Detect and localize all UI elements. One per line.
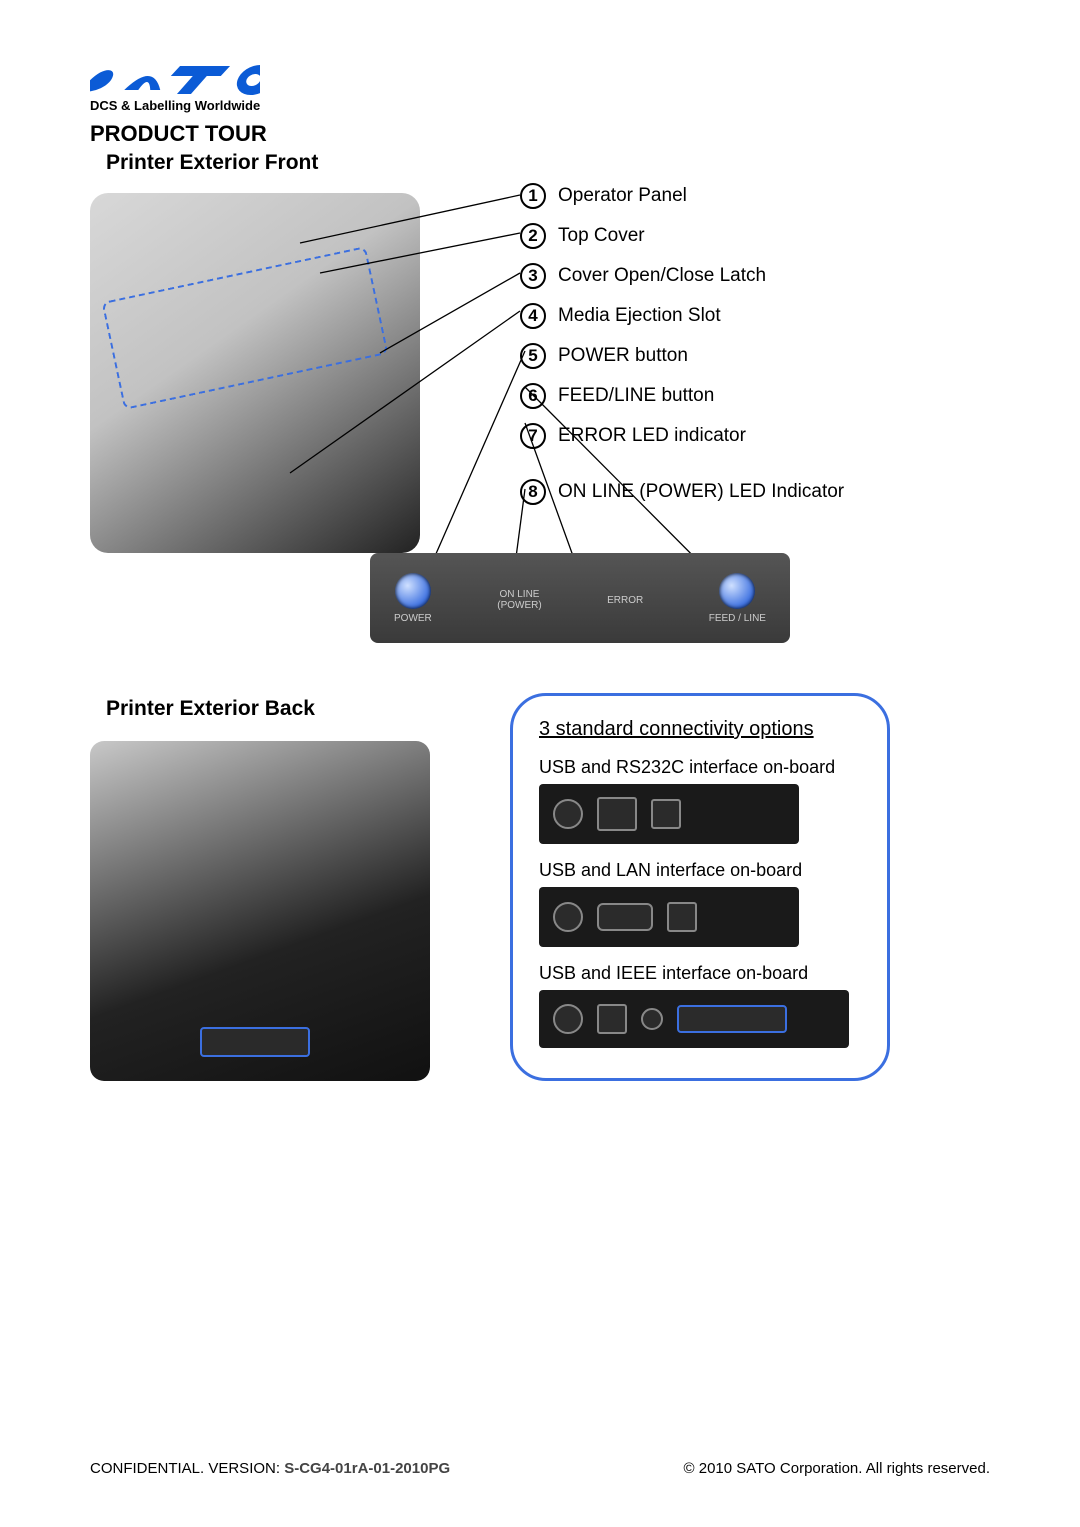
callout-num: 1 — [520, 183, 546, 209]
op-label: FEED / LINE — [709, 613, 766, 624]
callout-1: 1 Operator Panel — [520, 183, 844, 209]
callout-label: FEED/LINE button — [558, 385, 714, 407]
callout-label: ON LINE (POWER) LED Indicator — [558, 481, 844, 503]
connectivity-option-label: USB and IEEE interface on-board — [539, 963, 861, 984]
connectivity-option-image-2 — [539, 887, 799, 947]
page-footer: CONFIDENTIAL. VERSION: S-CG4-01rA-01-201… — [90, 1460, 990, 1477]
footer-copyright: © 2010 SATO Corporation. All rights rese… — [684, 1460, 990, 1477]
heading-back: Printer Exterior Back — [106, 697, 470, 721]
connectivity-option-label: USB and LAN interface on-board — [539, 860, 861, 881]
sato-logo-icon — [90, 60, 260, 100]
op-label: ON LINE (POWER) — [497, 589, 541, 611]
callout-label: Operator Panel — [558, 185, 687, 207]
callout-num: 8 — [520, 479, 546, 505]
power-port-icon — [553, 902, 583, 932]
callout-num: 7 — [520, 423, 546, 449]
power-port-icon — [553, 799, 583, 829]
operator-panel-highlight — [102, 246, 389, 410]
power-led-icon — [395, 573, 431, 609]
callout-2: 2 Top Cover — [520, 223, 844, 249]
callout-list: 1 Operator Panel 2 Top Cover 3 Cover Ope… — [520, 183, 844, 519]
callout-3: 3 Cover Open/Close Latch — [520, 263, 844, 289]
callout-5: 5 POWER button — [520, 343, 844, 369]
callout-8: 8 ON LINE (POWER) LED Indicator — [520, 479, 844, 505]
usb-port-icon — [597, 1004, 627, 1034]
callout-label: POWER button — [558, 345, 688, 367]
callout-num: 3 — [520, 263, 546, 289]
callout-4: 4 Media Ejection Slot — [520, 303, 844, 329]
footer-confidential: CONFIDENTIAL. VERSION: — [90, 1460, 284, 1477]
op-power: POWER — [394, 573, 432, 624]
ieee-port-icon — [677, 1005, 787, 1033]
feed-led-icon — [719, 573, 755, 609]
logo-tagline: DCS & Labelling Worldwide — [90, 98, 990, 113]
callout-label: ERROR LED indicator — [558, 425, 746, 447]
heading-product-tour: PRODUCT TOUR — [90, 121, 990, 147]
rj45-port-icon — [597, 797, 637, 831]
printer-front-image — [90, 193, 420, 553]
op-label: ERROR — [607, 595, 643, 606]
connectivity-option-image-1 — [539, 784, 799, 844]
connectivity-option-image-3 — [539, 990, 849, 1048]
operator-panel-image: POWER ON LINE (POWER) ERROR FEED / LINE — [370, 553, 790, 643]
callout-7: 7 ERROR LED indicator — [520, 423, 844, 449]
op-online: ON LINE (POWER) — [497, 585, 541, 611]
connectivity-title: 3 standard connectivity options — [539, 718, 861, 741]
printer-back-image — [90, 741, 430, 1081]
aux-port-icon — [641, 1008, 663, 1030]
callout-6: 6 FEED/LINE button — [520, 383, 844, 409]
footer-left: CONFIDENTIAL. VERSION: S-CG4-01rA-01-201… — [90, 1460, 450, 1477]
callout-num: 6 — [520, 383, 546, 409]
serial-port-icon — [597, 903, 653, 931]
back-ports-highlight — [200, 1027, 310, 1057]
connectivity-box: 3 standard connectivity options USB and … — [510, 693, 890, 1081]
callout-num: 4 — [520, 303, 546, 329]
callout-label: Top Cover — [558, 225, 645, 247]
op-error: ERROR — [607, 591, 643, 606]
callout-label: Media Ejection Slot — [558, 305, 721, 327]
usb-port-icon — [651, 799, 681, 829]
heading-front: Printer Exterior Front — [106, 151, 990, 175]
callout-label: Cover Open/Close Latch — [558, 265, 766, 287]
callout-num: 2 — [520, 223, 546, 249]
power-port-icon — [553, 1004, 583, 1034]
connectivity-option-label: USB and RS232C interface on-board — [539, 757, 861, 778]
front-diagram: 1 Operator Panel 2 Top Cover 3 Cover Ope… — [90, 183, 990, 663]
usb-port-icon — [667, 902, 697, 932]
op-label: POWER — [394, 613, 432, 624]
footer-version: S-CG4-01rA-01-2010PG — [284, 1460, 450, 1477]
brand-logo: DCS & Labelling Worldwide — [90, 60, 990, 113]
callout-num: 5 — [520, 343, 546, 369]
op-feed: FEED / LINE — [709, 573, 766, 624]
